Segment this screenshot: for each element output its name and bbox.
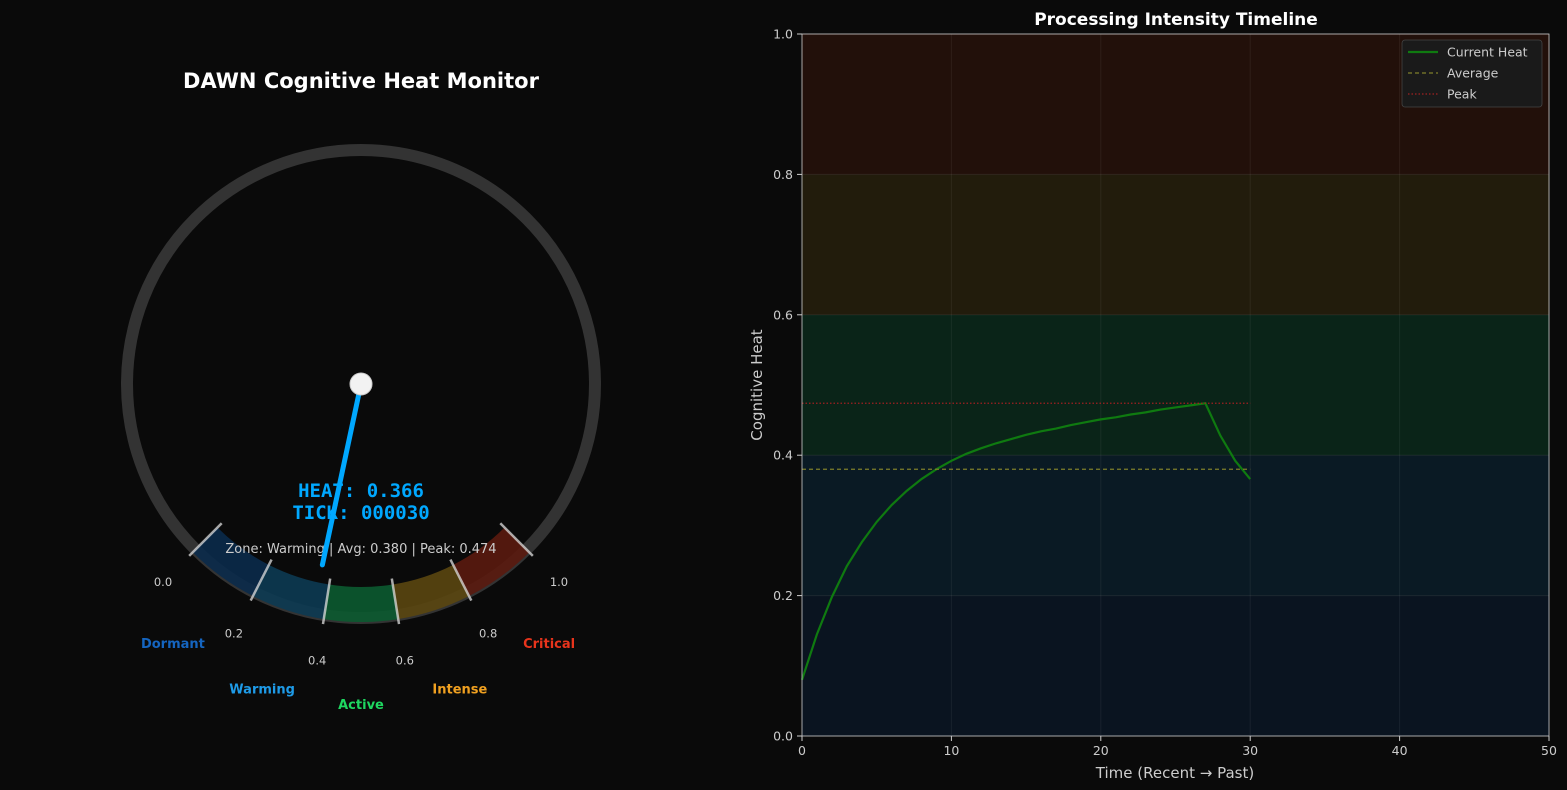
gauge-tick-label: 0.2	[225, 626, 243, 640]
legend-label: Average	[1447, 66, 1499, 81]
series-current-heat	[800, 402, 1252, 681]
zone-dividers	[188, 522, 534, 625]
chart-legend: Current Heat Average Peak	[1401, 39, 1543, 108]
zone-arc-critical	[453, 527, 530, 597]
zone-arc-dormant	[192, 527, 269, 597]
zone-arcs	[192, 527, 530, 622]
heat-band	[802, 174, 1549, 315]
gauge-tick-label: 1.0	[550, 575, 568, 589]
chart-title: Processing Intensity Timeline	[1034, 10, 1318, 30]
heat-band	[802, 314, 1549, 456]
y-tick-label: 0.6	[773, 307, 793, 322]
series-lines	[800, 402, 1252, 681]
gauge-tick-label: 0.8	[479, 626, 497, 640]
y-tick-label: 0.4	[773, 448, 793, 463]
zone-labels: Dormant Warming Active Intense Critical	[141, 637, 575, 713]
gauge-tick-labels: 0.0 0.2 0.4 0.6 0.8 1.0	[154, 575, 568, 668]
needle-hub	[349, 372, 373, 396]
x-axis-ticks: 0 10 20 30 40 50	[798, 736, 1557, 758]
heat-band	[802, 455, 1549, 596]
zone-label-active: Active	[338, 698, 384, 713]
zone-status-text: Zone: Warming | Avg: 0.380 | Peak: 0.474	[225, 542, 496, 557]
y-tick-label: 0.0	[773, 729, 793, 744]
x-tick-label: 0	[798, 743, 806, 758]
heat-bands	[802, 34, 1549, 736]
plot-frame	[801, 33, 1550, 737]
y-tick-label: 0.2	[773, 588, 793, 603]
zone-arc-active	[323, 584, 399, 622]
tick-readout: TICK: 000030	[292, 502, 429, 524]
y-tick-label: 1.0	[773, 27, 793, 42]
zone-divider	[188, 522, 223, 557]
gauge-title: DAWN Cognitive Heat Monitor	[183, 69, 540, 93]
zone-label-critical: Critical	[523, 637, 575, 652]
y-axis-label: Cognitive Heat	[748, 329, 766, 440]
gauge-needle	[319, 381, 364, 568]
zone-label-intense: Intense	[432, 682, 487, 697]
legend-box	[1401, 39, 1543, 108]
legend-label: Current Heat	[1447, 45, 1528, 60]
intensity-timeline-chart: Processing Intensity Timeline 0 10 20 30 40 5…	[748, 10, 1557, 782]
x-tick-label: 50	[1541, 743, 1557, 758]
zone-arc-warming	[252, 564, 330, 620]
x-tick-label: 30	[1242, 743, 1258, 758]
legend-label: Peak	[1447, 87, 1477, 102]
zone-divider	[449, 558, 473, 602]
gauge-tick-label: 0.0	[154, 575, 172, 589]
heat-band	[802, 595, 1549, 736]
x-tick-label: 40	[1392, 743, 1408, 758]
zone-divider	[499, 522, 534, 557]
zone-label-warming: Warming	[229, 682, 295, 697]
gauge-tick-label: 0.4	[308, 654, 326, 668]
y-tick-label: 0.8	[773, 167, 793, 182]
gauge-tick-label: 0.6	[396, 654, 414, 668]
heat-gauge: DAWN Cognitive Heat Monitor 0.0 0.2 0.4 0.6…	[121, 69, 601, 713]
zone-arc-intense	[392, 564, 470, 620]
x-tick-label: 10	[943, 743, 959, 758]
zone-divider	[390, 578, 401, 625]
zone-divider	[249, 558, 273, 602]
x-axis-label: Time (Recent → Past)	[1095, 764, 1254, 782]
zone-divider	[321, 578, 332, 625]
heat-readout: HEAT: 0.366	[298, 480, 424, 502]
y-axis-ticks: 0.0 0.2 0.4 0.6 0.8 1.0	[773, 27, 802, 744]
zone-label-dormant: Dormant	[141, 637, 205, 652]
x-tick-label: 20	[1093, 743, 1109, 758]
